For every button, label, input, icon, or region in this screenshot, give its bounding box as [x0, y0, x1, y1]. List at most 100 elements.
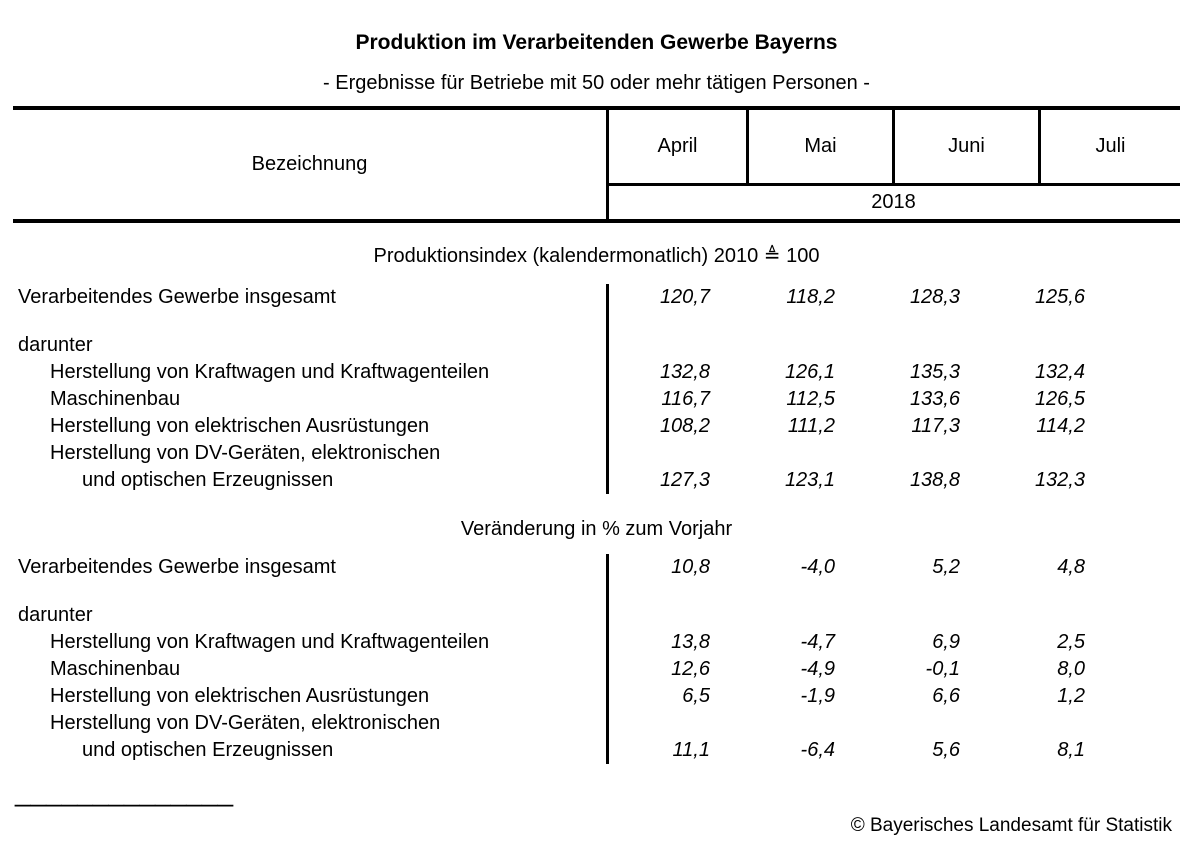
cell-value	[710, 602, 835, 629]
table-row: Herstellung von elektrischen Ausrüstunge…	[0, 683, 1193, 710]
section-rows: Verarbeitendes Gewerbe insgesamt 120,7 11…	[0, 284, 1193, 494]
section-rows: Verarbeitendes Gewerbe insgesamt 10,8 -4,…	[0, 554, 1193, 764]
cell-value	[835, 710, 960, 737]
cell-value: 5,6	[932, 739, 960, 761]
table-header: Bezeichnung April Mai Juni Juli 2018	[13, 106, 1180, 223]
cell-value: -4,7	[800, 631, 835, 653]
table-row: Herstellung von DV-Geräten, elektronisch…	[0, 710, 1193, 737]
months-underline	[607, 183, 1180, 186]
row-label: Herstellung von Kraftwagen und Kraftwage…	[50, 631, 490, 653]
section-title: Veränderung in % zum Vorjahr	[460, 518, 733, 540]
cell-value	[835, 332, 960, 359]
cell-value	[835, 440, 960, 467]
table-row: darunter	[0, 602, 1193, 629]
table-row: Maschinenbau 116,7 112,5 133,6 126,5	[0, 386, 1193, 413]
cell-value	[960, 440, 1085, 467]
row-label: Herstellung von elektrischen Ausrüstunge…	[50, 685, 430, 707]
row-label: Verarbeitendes Gewerbe insgesamt	[18, 286, 336, 308]
cell-value: 6,6	[932, 685, 960, 707]
table-row: darunter	[0, 332, 1193, 359]
table-row: Verarbeitendes Gewerbe insgesamt 10,8 -4,…	[0, 554, 1193, 581]
cell-value: 126,1	[784, 361, 835, 383]
section-title: Produktionsindex (kalendermonatlich) 201…	[373, 245, 820, 267]
cell-value: 116,7	[661, 388, 710, 410]
cell-value: -6,4	[800, 739, 835, 761]
row-label: Herstellung von DV-Geräten, elektronisch…	[50, 712, 441, 734]
row-label: und optischen Erzeugnissen	[82, 469, 334, 491]
month-header: April	[657, 135, 698, 157]
cell-value: 12,6	[671, 658, 710, 680]
cell-value: -4,9	[800, 658, 835, 680]
cell-value: -0,1	[925, 658, 960, 680]
cell-value	[607, 602, 710, 629]
row-label: und optischen Erzeugnissen	[82, 739, 334, 761]
month-header: Juni	[892, 110, 1038, 183]
table-body: Produktionsindex (kalendermonatlich) 201…	[0, 223, 1193, 764]
cell-value: 10,8	[671, 556, 710, 578]
cell-value: 126,5	[1034, 388, 1085, 410]
table-header-bottom-rule	[13, 219, 1180, 223]
cell-value	[710, 332, 835, 359]
cell-value: 132,4	[1034, 361, 1085, 383]
cell-value: 123,1	[784, 469, 835, 491]
cell-value: 1,2	[1057, 685, 1085, 707]
month-header: Juli	[1038, 110, 1180, 183]
cell-value: 117,3	[911, 415, 960, 437]
cell-value	[607, 332, 710, 359]
row-label: Verarbeitendes Gewerbe insgesamt	[18, 556, 336, 578]
cell-value	[960, 710, 1085, 737]
table-row: Verarbeitendes Gewerbe insgesamt 120,7 11…	[0, 284, 1193, 311]
cell-value: 118,2	[786, 286, 835, 308]
cell-value	[960, 602, 1085, 629]
cell-value: 138,8	[909, 469, 960, 491]
cell-value: 132,3	[1034, 469, 1085, 491]
section-vertical-divider	[606, 284, 609, 494]
cell-value: 4,8	[1057, 556, 1085, 578]
row-label: darunter	[18, 334, 93, 356]
column-header-bezeichnung: Bezeichnung	[251, 153, 368, 175]
cell-value	[710, 440, 835, 467]
cell-value: 112,5	[786, 388, 835, 410]
cell-value: 120,7	[659, 286, 710, 308]
cell-value: 8,0	[1057, 658, 1085, 680]
cell-value: 8,1	[1057, 739, 1085, 761]
cell-value: 111,2	[787, 415, 835, 437]
table-row: Maschinenbau 12,6 -4,9 -0,1 8,0	[0, 656, 1193, 683]
cell-value: 5,2	[932, 556, 960, 578]
row-label: darunter	[18, 604, 93, 626]
row-label: Maschinenbau	[50, 388, 181, 410]
cell-value: 114,2	[1036, 415, 1085, 437]
month-header: Mai	[746, 110, 892, 183]
cell-value	[835, 602, 960, 629]
page-subtitle: - Ergebnisse für Betriebe mit 50 oder me…	[323, 72, 870, 94]
cell-value	[607, 440, 710, 467]
table-row: Herstellung von elektrischen Ausrüstunge…	[0, 413, 1193, 440]
table-row: Herstellung von Kraftwagen und Kraftwage…	[0, 359, 1193, 386]
cell-value: 6,9	[932, 631, 960, 653]
table-row: und optischen Erzeugnissen 11,1 -6,4 5,6 8,…	[0, 737, 1193, 764]
table-section: Produktionsindex (kalendermonatlich) 201…	[0, 243, 1193, 494]
cell-value: 128,3	[909, 286, 960, 308]
table-row: Herstellung von Kraftwagen und Kraftwage…	[0, 629, 1193, 656]
table-row: Herstellung von DV-Geräten, elektronisch…	[0, 440, 1193, 467]
cell-value	[710, 710, 835, 737]
cell-value: 6,5	[682, 685, 710, 707]
row-label: Maschinenbau	[50, 658, 181, 680]
row-label: Herstellung von DV-Geräten, elektronisch…	[50, 442, 441, 464]
cell-value: -4,0	[800, 556, 835, 578]
cell-value: 11,1	[672, 739, 710, 761]
cell-value: -1,9	[800, 685, 835, 707]
page-title: Produktion im Verarbeitenden Gewerbe Bay…	[355, 31, 838, 54]
cell-value: 133,6	[909, 388, 960, 410]
table-top-rule	[13, 106, 1180, 110]
table-section: Veränderung in % zum Vorjahr Verarbeiten…	[0, 516, 1193, 764]
cell-value: 135,3	[909, 361, 960, 383]
footnote-rule: ______________	[15, 776, 234, 807]
cell-value: 125,6	[1034, 286, 1085, 308]
header-vertical-divider	[606, 106, 609, 223]
section-vertical-divider	[606, 554, 609, 764]
cell-value: 2,5	[1057, 631, 1085, 653]
table-row: und optischen Erzeugnissen 127,3 123,1 138…	[0, 467, 1193, 494]
year-header: 2018	[871, 191, 916, 213]
month-column-headers: April Mai Juni Juli	[609, 110, 1180, 183]
